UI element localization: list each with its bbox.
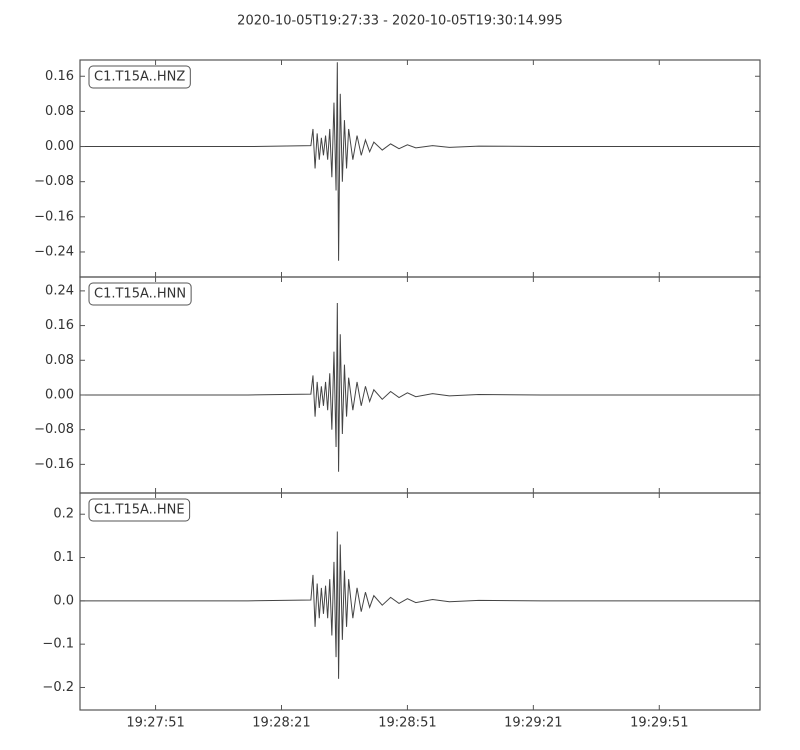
waveform xyxy=(80,62,760,261)
y-tick-label: −0.24 xyxy=(34,244,74,259)
y-tick-label: −0.16 xyxy=(34,209,74,224)
y-tick-label: −0.2 xyxy=(42,680,74,695)
y-tick-label: −0.1 xyxy=(42,637,74,652)
trace-label-box xyxy=(88,498,191,522)
y-tick-label: 0.00 xyxy=(45,139,74,154)
y-tick-label: 0.16 xyxy=(45,318,74,333)
waveform xyxy=(80,303,760,472)
trace-label: C1.T15A..HNN xyxy=(94,287,186,302)
y-tick-label: 0.1 xyxy=(53,550,74,565)
x-tick-label: 19:28:21 xyxy=(252,716,310,731)
y-tick-label: 0.2 xyxy=(53,507,74,522)
y-tick-label: 0.24 xyxy=(45,283,74,298)
y-tick-label: 0.08 xyxy=(45,353,74,368)
y-tick-label: −0.16 xyxy=(34,457,74,472)
y-tick-label: 0.08 xyxy=(45,104,74,119)
y-tick-label: −0.08 xyxy=(34,174,74,189)
chart-title: 2020-10-05T19:27:33 - 2020-10-05T19:30:1… xyxy=(237,14,563,29)
x-tick-label: 19:29:51 xyxy=(630,716,688,731)
axes-frame xyxy=(79,59,761,278)
x-tick-label: 19:28:51 xyxy=(378,716,436,731)
trace-label: C1.T15A..HNZ xyxy=(94,70,185,85)
axes-frame xyxy=(79,276,761,494)
y-tick-label: 0.0 xyxy=(53,593,74,608)
waveform xyxy=(80,531,760,679)
trace-label-box xyxy=(88,65,191,89)
trace-label-box xyxy=(88,282,192,306)
y-tick-label: 0.00 xyxy=(45,387,74,402)
trace-label: C1.T15A..HNE xyxy=(94,503,185,518)
x-tick-label: 19:29:21 xyxy=(504,716,562,731)
axes-frame xyxy=(79,492,761,711)
y-tick-label: −0.08 xyxy=(34,422,74,437)
y-tick-label: 0.16 xyxy=(45,69,74,84)
x-tick-label: 19:27:51 xyxy=(126,716,184,731)
